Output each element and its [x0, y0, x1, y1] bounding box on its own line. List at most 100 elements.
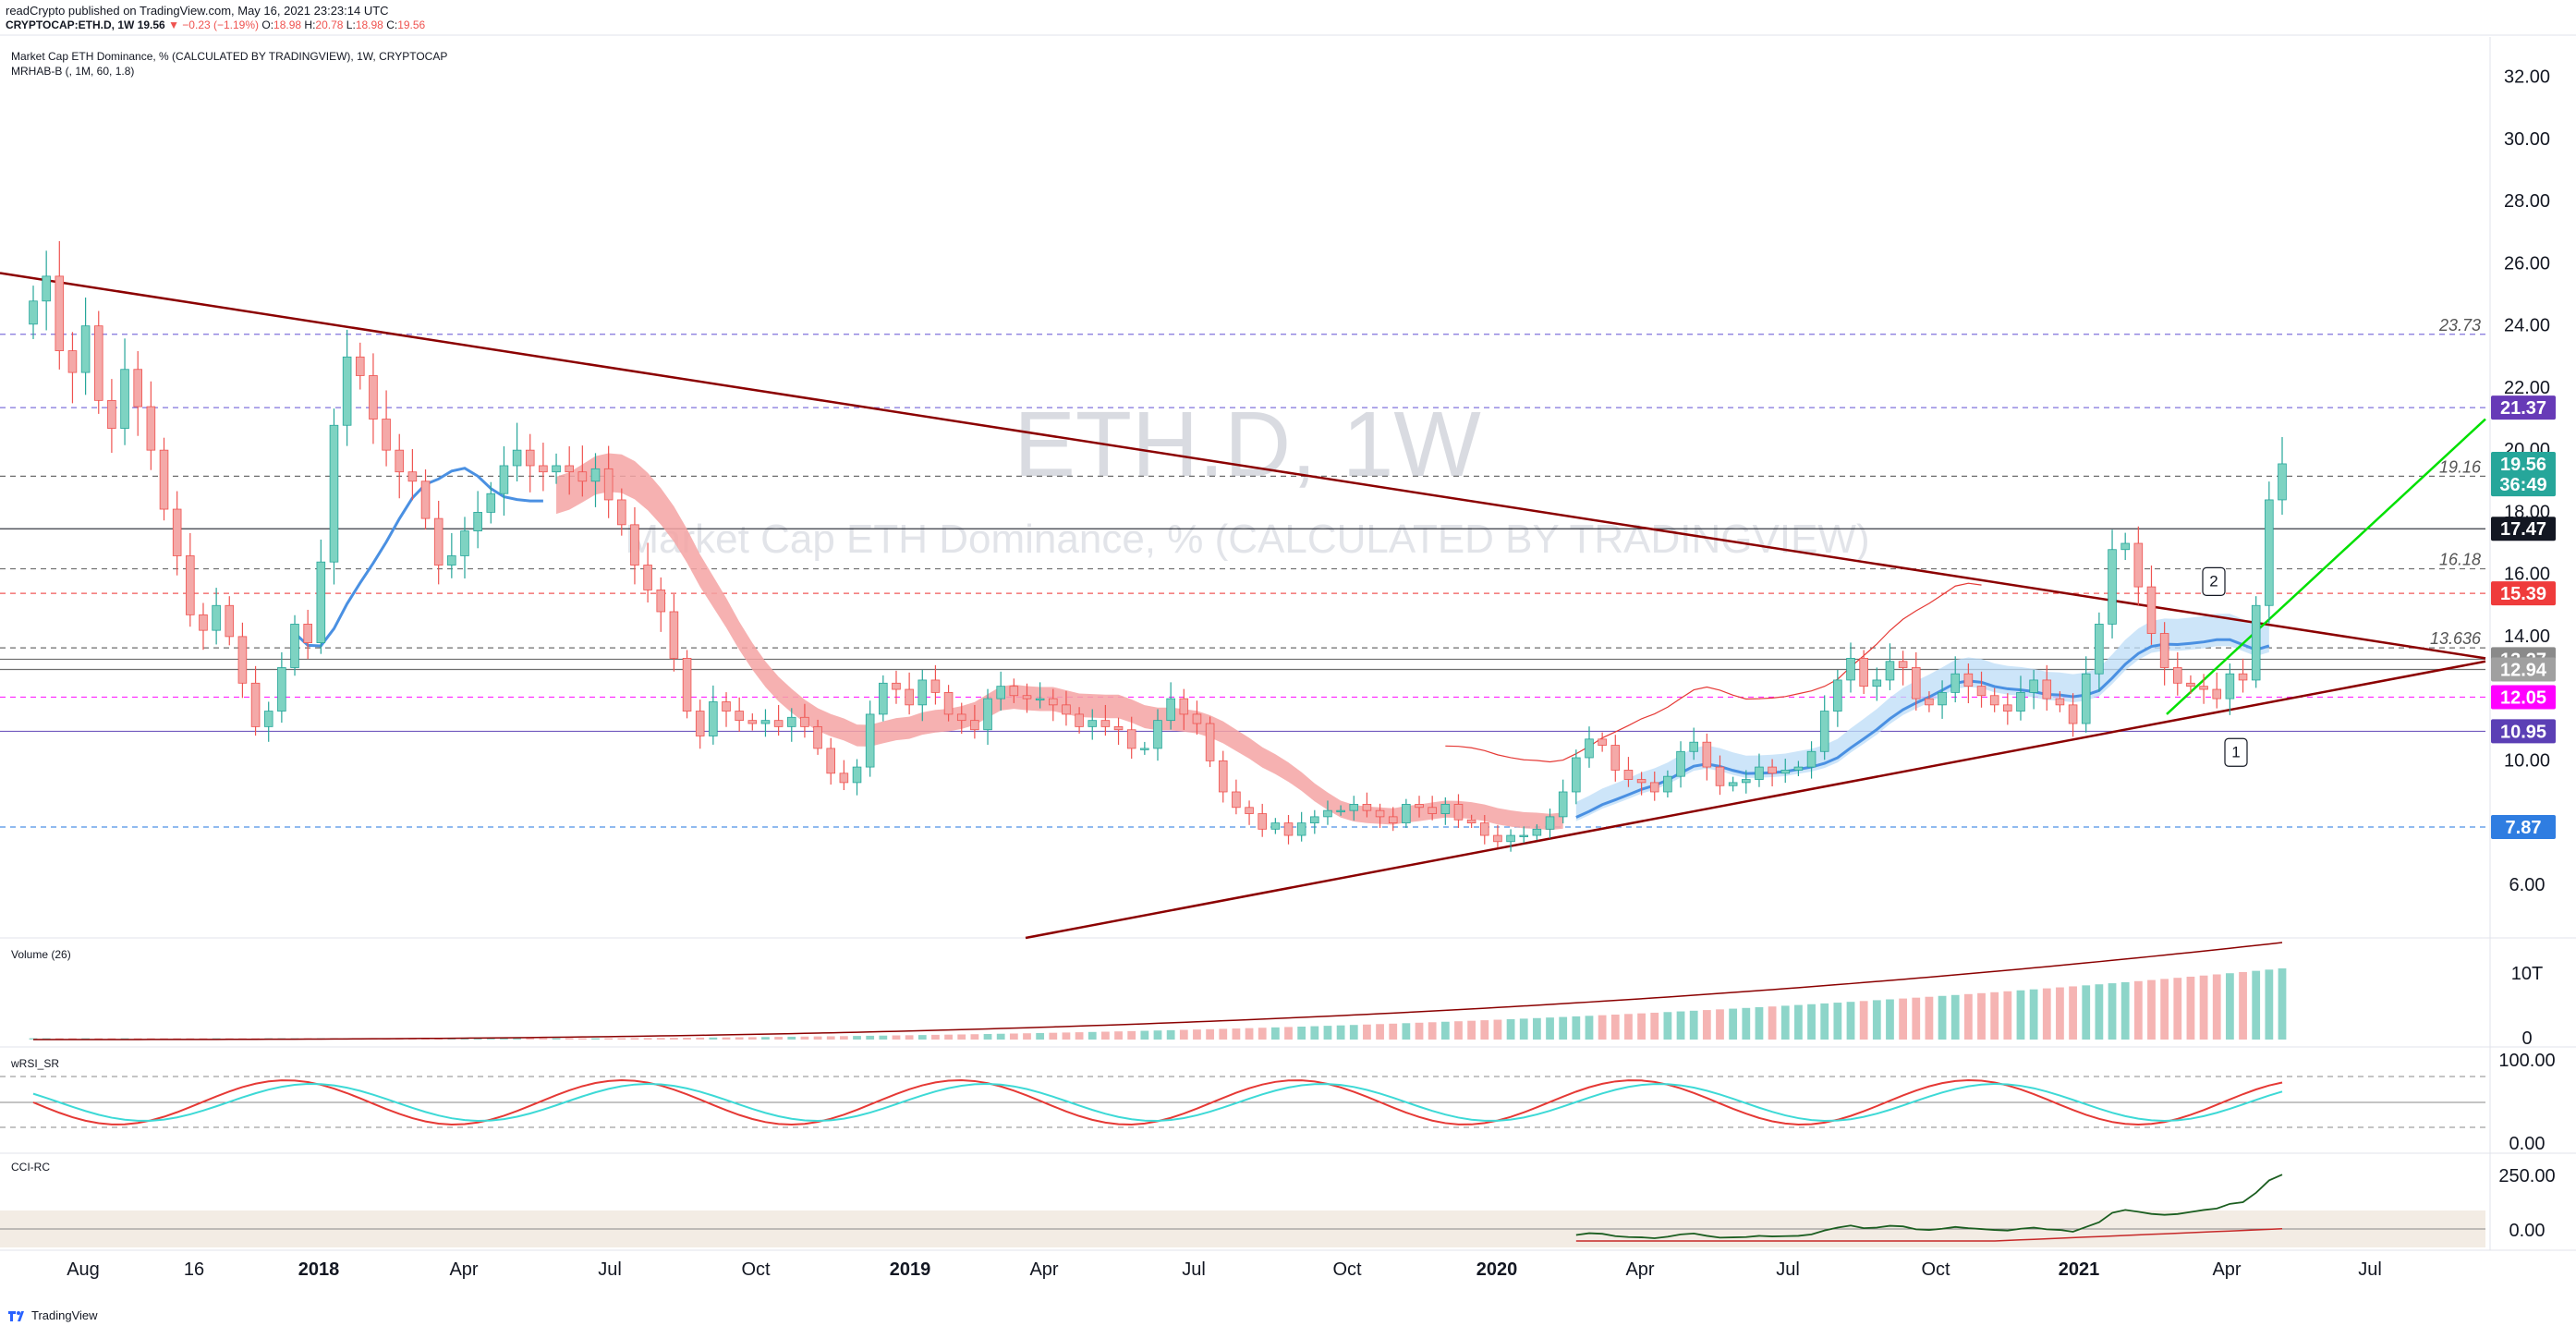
volume-bar	[1480, 1020, 1489, 1040]
candle-body	[212, 604, 221, 631]
candle-body	[1558, 791, 1568, 818]
candle-body	[826, 748, 836, 774]
candle-body	[1846, 658, 1855, 681]
candle-body	[172, 508, 182, 556]
candle-body	[1283, 822, 1294, 836]
candle-body	[2278, 463, 2287, 501]
volume-bar	[1075, 1032, 1084, 1040]
candle-body	[1402, 804, 1411, 824]
volume-bar	[1153, 1030, 1162, 1040]
price-badge-label: 15.39	[2500, 584, 2546, 604]
callout-label: 2	[2209, 572, 2218, 590]
candle-body	[865, 713, 875, 768]
candle-body	[1088, 720, 1098, 727]
mrhab-red-line	[1445, 582, 1982, 763]
volume-bar	[1912, 997, 1921, 1040]
candle-body	[1428, 807, 1437, 814]
candle-body	[107, 399, 116, 430]
volume-bar	[1310, 1026, 1319, 1040]
volume-bar	[2199, 975, 2208, 1040]
volume-bar	[2226, 973, 2234, 1040]
x-tick-label: Jul	[1182, 1259, 1206, 1280]
candle-body	[1100, 720, 1111, 727]
candle-body	[656, 590, 666, 613]
mrhab-blue-line-2018	[294, 467, 543, 648]
candle-body	[1872, 679, 1882, 687]
candle-body	[1126, 729, 1136, 749]
volume-bar	[1663, 1012, 1672, 1040]
cci-line	[1575, 1174, 2283, 1239]
price-badge	[2491, 581, 2556, 606]
volume-bar	[1506, 1018, 1515, 1040]
volume-bar	[2278, 968, 2287, 1040]
candle-body	[1022, 695, 1032, 699]
volume-bar	[2095, 984, 2104, 1040]
volume-bar	[892, 1035, 901, 1040]
high-label: H:	[304, 18, 316, 31]
volume-bar	[670, 1038, 678, 1040]
volume-bar	[2042, 988, 2051, 1040]
footer-brand-label: TradingView	[31, 1308, 98, 1322]
cci-tick: 250.00	[2498, 1166, 2555, 1186]
x-tick-label: Jul	[598, 1259, 622, 1280]
mrhab-blue-band	[1575, 614, 2269, 821]
volume-bar	[1794, 1004, 1803, 1040]
cci-pane-label: CCI-RC	[11, 1161, 50, 1174]
candle-body	[839, 772, 849, 784]
volume-bar	[970, 1034, 979, 1040]
candle-body	[2108, 549, 2117, 625]
candle-body	[2003, 704, 2012, 712]
volume-bar	[473, 1038, 482, 1040]
volume-bar	[761, 1037, 770, 1040]
volume-bar	[747, 1037, 757, 1040]
candle-body	[1976, 686, 1987, 697]
candle-body	[630, 524, 639, 566]
candle-body	[355, 356, 365, 376]
y-tick-label: 30.00	[2504, 129, 2550, 150]
volume-bar	[839, 1036, 848, 1040]
volume-bar	[1258, 1028, 1267, 1040]
candle-body	[1009, 686, 1019, 697]
tradingview-logo-icon	[8, 1310, 24, 1321]
level-label: 23.73	[2438, 316, 2481, 335]
volume-bar	[1925, 996, 1934, 1040]
volume-bar	[1297, 1027, 1306, 1040]
watermark-symbol: ETH.D, 1W	[1014, 393, 1481, 496]
y-tick-label: 24.00	[2504, 316, 2550, 336]
volume-bar	[1990, 991, 1999, 1040]
price-badge-label: 10.95	[2500, 722, 2546, 742]
x-tick-label: Apr	[449, 1259, 478, 1280]
volume-bar	[1689, 1010, 1698, 1040]
volume-bar	[1206, 1028, 1214, 1040]
candle-body	[1192, 713, 1202, 724]
symbol-label: CRYPTOCAP:ETH.D, 1W	[6, 18, 135, 31]
footer-brand[interactable]: TradingView	[7, 1308, 98, 1322]
volume-bar	[577, 1038, 587, 1040]
candle-body	[1911, 667, 1921, 699]
candle-body	[1663, 775, 1672, 793]
candle-body	[80, 325, 91, 373]
candle-body	[786, 716, 796, 727]
volume-bar	[917, 1035, 927, 1040]
volume-bar	[656, 1038, 665, 1040]
volume-bar	[1284, 1027, 1293, 1040]
candle-body	[1898, 661, 1908, 668]
volume-tick: 0	[2521, 1028, 2532, 1049]
volume-bar	[1846, 1002, 1855, 1040]
volume-bar	[774, 1037, 784, 1040]
rsi-tick: 0.00	[2509, 1134, 2546, 1154]
x-tick-label: Aug	[67, 1259, 100, 1280]
volume-bar	[1546, 1017, 1554, 1040]
volume-bar	[866, 1035, 875, 1040]
candle-body	[603, 468, 614, 501]
volume-bar	[709, 1037, 718, 1040]
candle-body	[1728, 782, 1738, 786]
price-badge-label: 19.56	[2500, 455, 2546, 475]
level-label: 16.18	[2439, 551, 2481, 569]
candle-body	[1205, 723, 1215, 761]
candle-body	[996, 686, 1005, 699]
volume-bar	[1676, 1011, 1685, 1040]
candle-body	[2146, 586, 2157, 634]
candle-body	[2225, 673, 2235, 699]
